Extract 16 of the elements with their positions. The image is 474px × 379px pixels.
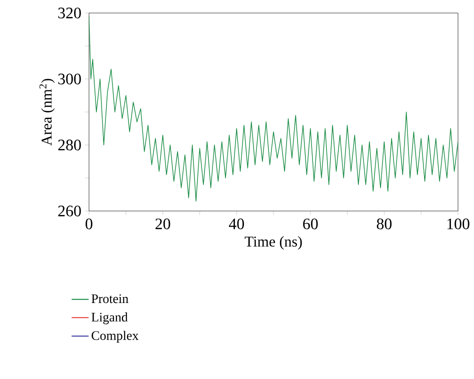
y-tick-label: 300: [58, 74, 81, 84]
x-axis-title: Time (ns): [244, 236, 302, 250]
x-tick-label: 0: [86, 218, 92, 230]
y-tick-label: 280: [58, 140, 81, 150]
x-tick-label: 40: [228, 218, 244, 230]
y-tick-label: 260: [58, 206, 81, 216]
x-tick-label: 80: [376, 218, 392, 230]
y-axis-title: Area (nm$^{2}$): [39, 78, 55, 146]
legend-label: Ligand: [92, 312, 128, 324]
legend-label: Complex: [92, 330, 138, 343]
x-tick-label: 20: [156, 218, 170, 230]
line-series: [89, 16, 458, 202]
legend-label: Protein: [92, 294, 128, 304]
x-tick-label: 60: [303, 218, 318, 230]
y-tick-label: 320: [58, 8, 81, 18]
x-tick-label: 100: [447, 218, 470, 230]
